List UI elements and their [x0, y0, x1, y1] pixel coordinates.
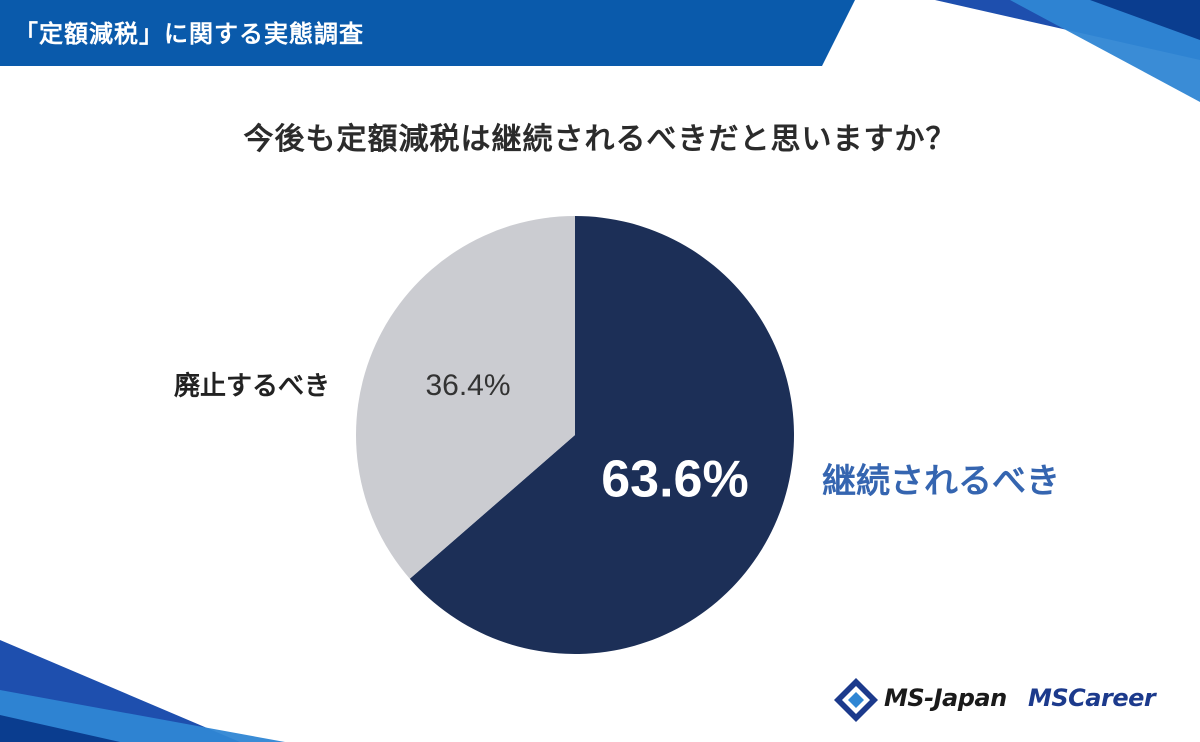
- header-band: [0, 0, 855, 66]
- pie-slice-0: [409, 216, 794, 654]
- slice-value-label-1: 36.4%: [425, 369, 510, 402]
- top-right-stripe-3: [1090, 0, 1200, 40]
- pie-slice-1: [356, 216, 575, 579]
- bottom-left-stripe-3: [0, 715, 120, 742]
- ms-japan-logo-icon: [834, 678, 878, 722]
- ms-career-logo-text: MSCareer: [1028, 684, 1156, 712]
- ms-japan-logo-text: MS-Japan: [884, 684, 1007, 712]
- top-right-stripe-2: [1010, 0, 1200, 102]
- slice-category-label-0: 継続されるべき: [822, 462, 1060, 502]
- slice-value-label-0: 63.6%: [601, 451, 748, 509]
- chart-title: 今後も定額減税は継続されるべきだと思いますか？: [243, 122, 957, 157]
- header-title: 「定額減税」に関する実態調査: [14, 20, 364, 48]
- slice-category-label-1: 廃止するべき: [174, 371, 330, 402]
- bottom-left-stripe-2: [0, 690, 285, 742]
